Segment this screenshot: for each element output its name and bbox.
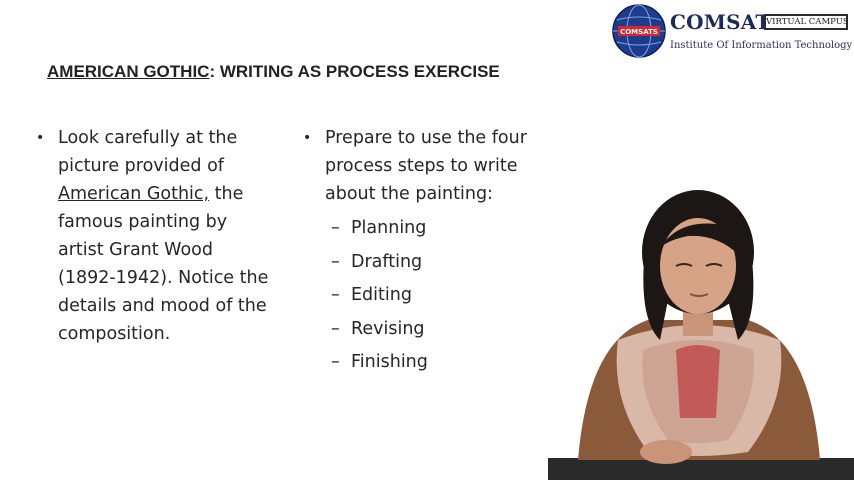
left-line-1: Look carefully at the [58,128,238,148]
right-line-3: about the painting: [325,184,493,204]
left-line-2: picture provided of [58,156,224,176]
slide-title: AMERICAN GOTHIC: WRITING AS PROCESS EXER… [47,62,500,82]
left-line-5: artist Grant Wood [58,240,213,260]
left-line-8: composition. [58,324,171,344]
left-line-3: American Gothic, the [58,180,296,208]
globe-logo-icon: COMSATS [612,4,666,58]
left-bullet: • Look carefully at the picture provided… [36,124,296,348]
right-line-2: process steps to write [325,156,518,176]
dash-icon: – [331,352,340,372]
step-item: – Revising [303,313,563,347]
left-line-3-rest: the [209,184,244,204]
step-label: Finishing [351,352,428,372]
process-steps-list: – Planning – Drafting – Editing – Revising –… [303,212,563,380]
logo-badge: VIRTUAL CAMPUS [764,14,849,30]
dash-icon: – [331,318,340,339]
title-underlined: AMERICAN GOTHIC [47,62,210,81]
step-label: Editing [351,285,412,305]
left-line-7: details and mood of the [58,296,267,316]
step-item: – Editing [303,279,563,313]
bullet-dot-icon: • [303,130,312,146]
step-label: Planning [351,218,427,238]
step-item: – Planning [303,212,563,246]
step-label: Revising [351,318,425,339]
step-item: – Drafting [303,246,563,280]
left-line-4: famous painting by [58,212,228,232]
logo-subtitle: Institute Of Information Technology [670,40,853,51]
left-line-6: (1892-1942). Notice the [58,268,269,288]
comsats-logo: COMSATS COMSATS VIRTUAL CAMPUS Institute… [612,4,853,58]
dash-icon: – [331,285,340,305]
right-line-1: Prepare to use the four [325,128,527,148]
right-bullet: • Prepare to use the four process steps … [303,124,563,208]
globe-logo-text: COMSATS [620,28,658,36]
dash-icon: – [331,251,340,272]
left-column: • Look carefully at the picture provided… [36,124,296,348]
painting-title-underlined: American Gothic, [58,184,210,204]
presenter-figure [548,190,854,480]
step-label: Drafting [351,251,423,272]
step-item: – Finishing [303,346,563,380]
bullet-dot-icon: • [36,130,45,146]
right-column: • Prepare to use the four process steps … [303,124,563,380]
title-rest: : WRITING AS PROCESS EXERCISE [209,62,500,81]
dash-icon: – [331,218,340,238]
